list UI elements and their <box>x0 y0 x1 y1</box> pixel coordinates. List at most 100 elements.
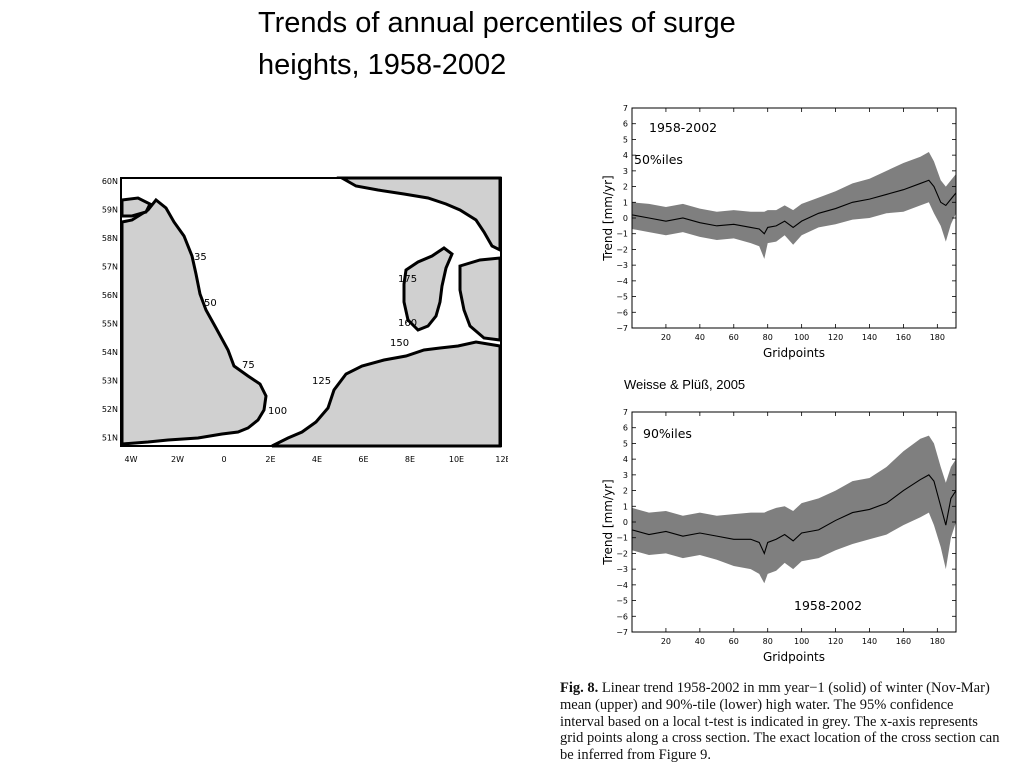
x-tick-label: 20 <box>661 637 671 646</box>
map-gridpoint-label: 125 <box>312 376 331 387</box>
y-tick-label: −5 <box>616 293 628 302</box>
y-axis-label: Trend [mm/yr] <box>601 479 615 565</box>
y-tick-label: 4 <box>623 455 628 464</box>
map-lon-label: 2W <box>171 455 184 464</box>
x-tick-label: 40 <box>695 333 705 342</box>
y-tick-label: −1 <box>616 230 628 239</box>
y-tick-label: 2 <box>623 487 628 496</box>
map-lat-label: 59N <box>102 206 118 215</box>
y-tick-label: −6 <box>616 612 628 621</box>
map-lon-label: 0 <box>221 455 226 464</box>
chart-percentile-annotation: 50%iles <box>634 152 683 167</box>
x-tick-label: 160 <box>896 637 911 646</box>
y-tick-label: 2 <box>623 183 628 192</box>
y-tick-label: −4 <box>616 581 628 590</box>
map-gridpoint-label: 75 <box>242 360 255 371</box>
x-axis-label: Gridpoints <box>763 650 825 664</box>
map-gridpoint-labels: 35 50 75 100 125 150 160 175 <box>194 252 417 417</box>
x-tick-label: 60 <box>729 637 739 646</box>
x-tick-label: 100 <box>794 637 809 646</box>
y-tick-label: 5 <box>623 135 628 144</box>
y-tick-label: 3 <box>623 471 628 480</box>
y-tick-label: −7 <box>616 628 628 637</box>
map-lat-label: 53N <box>102 377 118 386</box>
figure-caption-text: Linear trend 1958-2002 in mm year−1 (sol… <box>560 680 1000 764</box>
x-tick-label: 120 <box>828 637 843 646</box>
map-lat-label: 55N <box>102 320 118 329</box>
figure-caption: Fig. 8. Linear trend 1958-2002 in mm yea… <box>560 680 1000 764</box>
map-gridpoint-label: 100 <box>268 406 287 417</box>
x-tick-label: 140 <box>862 637 877 646</box>
map-land-denmark <box>402 246 454 332</box>
trend-line <box>631 179 957 235</box>
slide-title-line1: Trends of annual percentiles of surge <box>258 7 736 39</box>
chart-percentile-annotation: 90%iles <box>643 426 692 441</box>
y-tick-label: 1 <box>623 198 628 207</box>
map-lon-label: 8E <box>405 455 415 464</box>
chart-period-annotation: 1958-2002 <box>649 120 717 135</box>
y-tick-label: 4 <box>623 151 628 160</box>
y-tick-label: −6 <box>616 308 628 317</box>
confidence-band <box>632 435 956 584</box>
chart-50-percentile: −7 −6 −5 −4 −3 −2 −1 0 1 2 3 4 5 6 7 20 40 60 80 100 120 140 1… <box>601 104 957 360</box>
y-axis-label: Trend [mm/yr] <box>601 175 615 261</box>
map-land-north-scotland <box>120 196 153 218</box>
x-tick-label: 80 <box>763 333 773 342</box>
slide-title: Trends of annual percentiles of surge he… <box>258 2 818 86</box>
map-lat-label: 54N <box>102 348 118 357</box>
chart-period-annotation: 1958-2002 <box>794 598 862 613</box>
map-gridpoint-label: 35 <box>194 252 207 263</box>
y-tick-label: −3 <box>616 261 628 270</box>
y-tick-label: 0 <box>623 214 628 223</box>
y-tick-label: 6 <box>623 424 628 433</box>
x-tick-label: 140 <box>862 333 877 342</box>
x-tick-label: 180 <box>930 637 945 646</box>
y-tick-label: 5 <box>623 439 628 448</box>
map-lat-label: 60N <box>102 177 118 186</box>
map-land-sweden <box>458 256 502 342</box>
map-lon-label: 10E <box>449 455 464 464</box>
map-longitude-labels: 4W 2W 0 2E 4E 6E 8E 10E 12E <box>125 455 509 464</box>
y-tick-label: −7 <box>616 324 628 333</box>
map-lat-label: 58N <box>102 234 118 243</box>
map-lat-label: 51N <box>102 434 118 443</box>
map-gridpoint-label: 160 <box>398 318 417 329</box>
map-gridpoint-label: 50 <box>204 298 217 309</box>
map-land-norway <box>336 176 502 253</box>
x-tick-label: 20 <box>661 333 671 342</box>
map-lon-label: 4E <box>312 455 322 464</box>
x-tick-label: 160 <box>896 333 911 342</box>
map-lat-label: 56N <box>102 291 118 300</box>
y-tick-label: 7 <box>623 408 628 417</box>
x-tick-label: 120 <box>828 333 843 342</box>
map-lon-label: 2E <box>265 455 275 464</box>
slide-title-line2: heights, 1958-2002 <box>258 49 507 81</box>
figure-caption-label: Fig. 8. <box>560 680 599 696</box>
y-tick-label: 7 <box>623 104 628 113</box>
x-tick-label: 40 <box>695 637 705 646</box>
map-lat-label: 57N <box>102 263 118 272</box>
x-axis-label: Gridpoints <box>763 346 825 360</box>
y-tick-label: −2 <box>616 549 628 558</box>
map-gridpoint-label: 150 <box>390 338 409 349</box>
y-tick-label: −3 <box>616 565 628 574</box>
x-tick-label: 80 <box>763 637 773 646</box>
x-tick-label: 100 <box>794 333 809 342</box>
map-lat-label: 52N <box>102 405 118 414</box>
y-tick-label: −1 <box>616 534 628 543</box>
chart-90-percentile: −7 −6 −5 −4 −3 −2 −1 0 1 2 3 4 5 6 7 20 40 60 80 100 120 140 1… <box>601 408 957 664</box>
y-tick-label: 3 <box>623 167 628 176</box>
y-tick-label: 6 <box>623 120 628 129</box>
map-lon-label: 4W <box>125 455 138 464</box>
trend-line <box>631 474 957 555</box>
y-tick-label: 0 <box>623 518 628 527</box>
y-tick-label: −2 <box>616 245 628 254</box>
y-tick-label: −4 <box>616 277 628 286</box>
y-tick-label: −5 <box>616 597 628 606</box>
x-tick-label: 60 <box>729 333 739 342</box>
map-latitude-labels: 60N 59N 58N 57N 56N 55N 54N 53N 52N 51N <box>102 177 118 443</box>
confidence-band <box>632 152 956 259</box>
map-gridpoint-label: 175 <box>398 274 417 285</box>
x-tick-label: 180 <box>930 333 945 342</box>
y-tick-label: 1 <box>623 502 628 511</box>
